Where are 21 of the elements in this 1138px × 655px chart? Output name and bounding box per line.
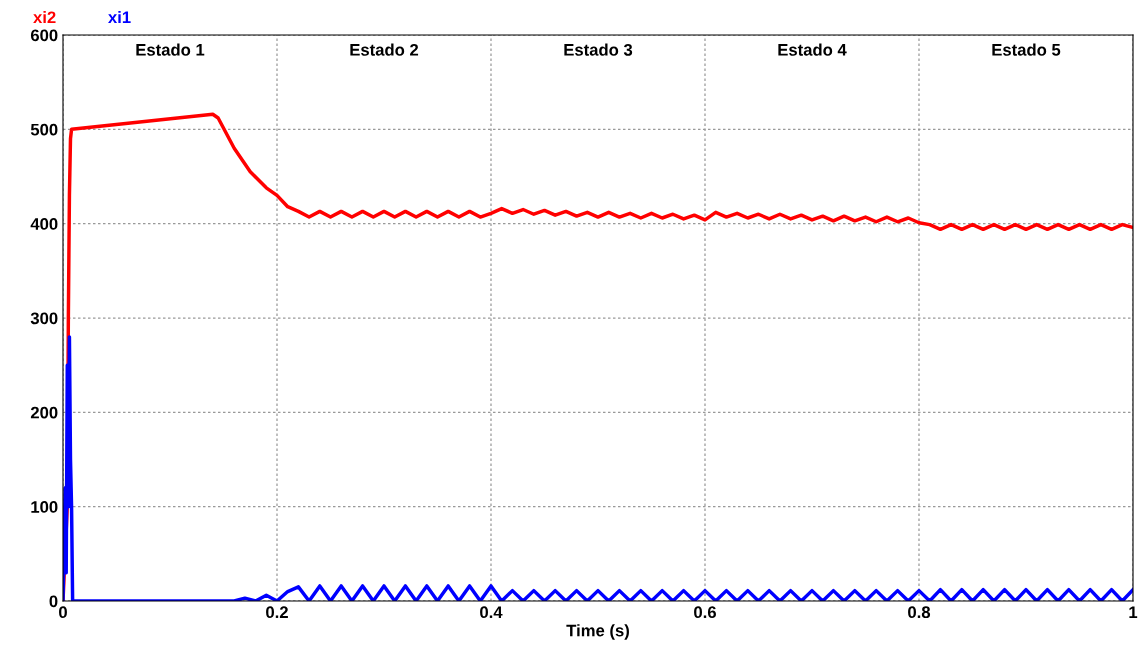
y-tick-label: 300 bbox=[30, 312, 58, 325]
y-tick-label: 500 bbox=[30, 123, 58, 136]
y-tick-label: 200 bbox=[30, 406, 58, 419]
text: xi1 bbox=[108, 10, 131, 24]
x-tick-label: 0.8 bbox=[908, 606, 931, 619]
annotation: Estado 3 bbox=[564, 43, 633, 56]
annotation: Estado 1 bbox=[136, 43, 205, 56]
annotation: Estado 4 bbox=[778, 43, 847, 56]
x-tick-label: 0.4 bbox=[480, 606, 503, 619]
text: xi2 bbox=[33, 10, 56, 24]
annotation: Estado 2 bbox=[350, 43, 419, 56]
y-tick-label: 400 bbox=[30, 218, 58, 230]
x-tick-label: 0.6 bbox=[694, 606, 716, 619]
y-tick-label: 600 bbox=[30, 29, 58, 42]
x-tick-label: 0 bbox=[59, 606, 67, 619]
x-tick-label: 0.2 bbox=[266, 606, 288, 619]
x-tick-label: 1 bbox=[1129, 606, 1138, 618]
annotation: Estado 5 bbox=[992, 43, 1061, 56]
x-axis-title: Time (s) bbox=[566, 624, 629, 640]
y-tick-label: 100 bbox=[31, 501, 58, 513]
y-tick-label: 0 bbox=[49, 595, 58, 608]
